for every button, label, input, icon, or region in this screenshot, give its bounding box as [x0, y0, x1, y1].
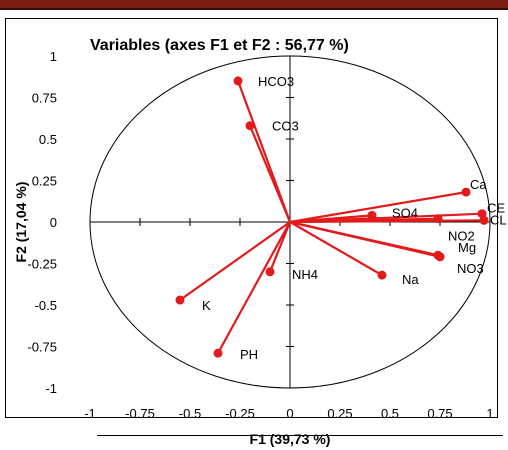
x-tick-label: -0.75 — [125, 406, 155, 421]
y-tick-label: 0.25 — [32, 174, 57, 189]
x-tick-label: 0 — [286, 406, 293, 421]
point-label: CO3 — [272, 119, 299, 134]
x-tick-label: 0.5 — [381, 406, 399, 421]
data-point — [377, 270, 387, 280]
header-divider — [0, 8, 508, 10]
data-point — [479, 215, 489, 225]
data-point — [265, 267, 275, 277]
vector-line — [248, 125, 292, 223]
data-point — [435, 252, 445, 262]
y-tick-label: -0.25 — [27, 257, 57, 272]
data-point — [245, 121, 255, 131]
point-label: NH4 — [292, 267, 318, 282]
point-label: Mg — [458, 240, 476, 255]
x-tick-label: 1 — [486, 406, 493, 421]
y-tick-label: 1 — [50, 49, 57, 64]
chart-frame — [5, 18, 498, 418]
point-label: NO3 — [457, 261, 484, 276]
x-tick-label: -0.5 — [179, 406, 201, 421]
data-point — [233, 76, 243, 86]
data-point — [367, 210, 377, 220]
data-point — [433, 214, 443, 224]
point-label: Na — [402, 272, 419, 287]
x-tick-label: -1 — [84, 406, 96, 421]
y-tick-label: 0 — [50, 215, 57, 230]
point-label: CE — [487, 201, 505, 216]
chart-title: Variables (axes F1 et F2 : 56,77 %) — [90, 37, 349, 54]
y-tick-label: 0.5 — [39, 132, 57, 147]
x-axis-label: F1 (39,73 %) — [250, 431, 331, 447]
point-label: Ca — [470, 177, 487, 192]
point-label: SO4 — [392, 205, 418, 220]
point-label: PH — [240, 347, 258, 362]
point-label: K — [202, 298, 211, 313]
data-point — [213, 348, 223, 358]
vector-line — [289, 191, 467, 224]
point-label: HCO3 — [258, 74, 294, 89]
header-bar — [0, 0, 508, 8]
y-axis-label: F2 (17,04 %) — [13, 182, 29, 263]
data-point — [175, 295, 185, 305]
x-tick-label: 0.25 — [327, 406, 352, 421]
x-tick-label: -0.25 — [225, 406, 255, 421]
vector-line — [289, 217, 439, 224]
point-label: NO2 — [448, 229, 475, 244]
y-tick-label: 0.75 — [32, 91, 57, 106]
y-tick-label: -1 — [45, 381, 57, 396]
vector-line — [217, 221, 291, 354]
vector-line — [179, 221, 291, 301]
vector-line — [289, 221, 383, 277]
vector-line — [289, 220, 441, 258]
y-tick-label: -0.5 — [35, 298, 57, 313]
point-label: CL — [490, 212, 507, 227]
data-point — [461, 187, 471, 197]
plot-area: -1 -0.75 -0.5 -0.25 0 0.25 0.5 0.75 1 1 0.75 0.5 0.2… — [27, 49, 506, 421]
y-tick-label: -0.75 — [27, 340, 57, 355]
x-tick-label: 0.75 — [427, 406, 452, 421]
bottom-rule — [97, 435, 503, 436]
